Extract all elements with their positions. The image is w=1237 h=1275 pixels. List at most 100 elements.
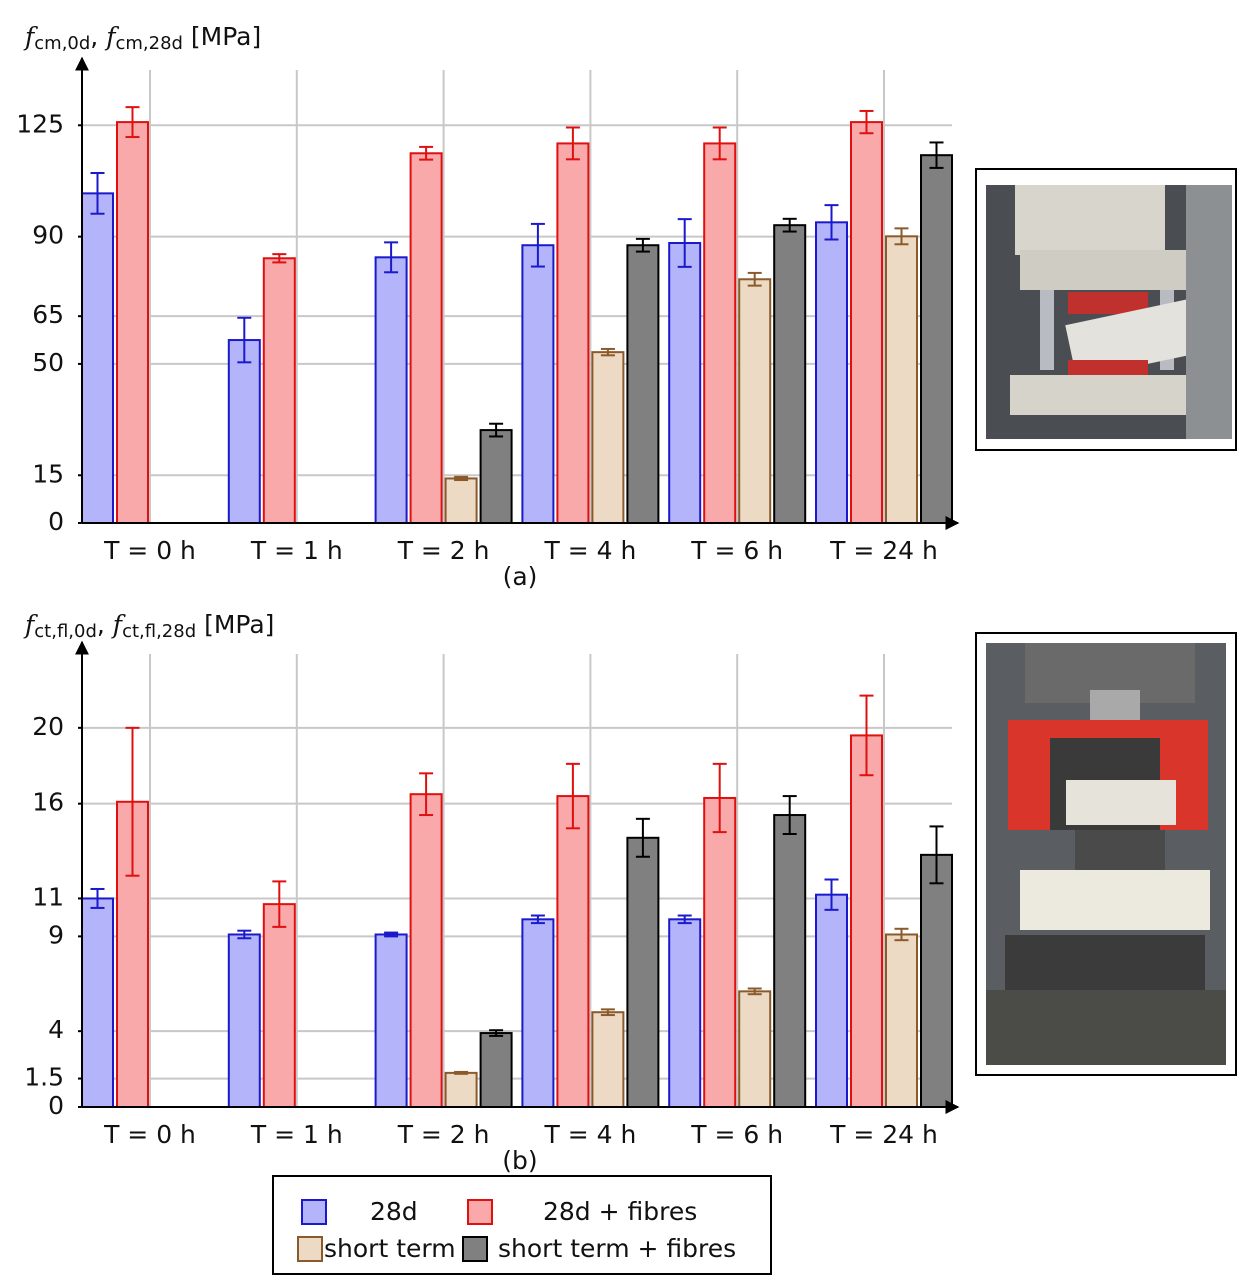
bar xyxy=(668,242,702,524)
bar xyxy=(444,477,478,525)
bar xyxy=(479,1032,513,1108)
error-bar xyxy=(859,694,874,777)
y-tick-label: 11 xyxy=(32,882,64,911)
error-bar xyxy=(419,145,434,161)
error-bar xyxy=(125,726,140,877)
error-bar xyxy=(530,914,545,925)
bar xyxy=(703,142,737,524)
bar xyxy=(81,897,114,1108)
error-bar xyxy=(237,316,252,364)
error-bar xyxy=(635,817,650,858)
y-tick-label: 50 xyxy=(32,348,64,377)
x-tick-label: T = 24 h xyxy=(829,1120,938,1149)
x-tick-label: T = 4 h xyxy=(543,1120,636,1149)
error-bar xyxy=(824,204,839,241)
error-bar xyxy=(747,987,762,996)
bar xyxy=(374,256,408,524)
error-bar xyxy=(782,217,797,233)
label-part: f xyxy=(104,22,119,51)
bar xyxy=(773,224,807,524)
error-bar xyxy=(677,914,692,925)
bar xyxy=(444,1071,478,1108)
y-tick-label: 15 xyxy=(32,459,64,488)
error-bar xyxy=(125,106,140,139)
bar xyxy=(81,192,114,524)
legend-swatch xyxy=(297,1236,323,1262)
label-part: f xyxy=(111,610,126,639)
label-part: f xyxy=(23,22,38,51)
bar xyxy=(521,918,555,1108)
bar xyxy=(591,1011,625,1108)
bar xyxy=(850,734,883,1109)
legend-box xyxy=(272,1175,772,1275)
bar xyxy=(920,154,953,524)
error-bar xyxy=(237,929,252,940)
label-part: cm,0d xyxy=(34,33,90,54)
error-bar xyxy=(489,422,504,438)
label-part: cm,28d xyxy=(115,33,182,54)
photo-compression-test xyxy=(975,168,1237,451)
bar xyxy=(626,836,660,1109)
error-bar xyxy=(712,126,727,161)
error-bar xyxy=(929,825,944,885)
error-bar xyxy=(600,347,615,357)
y-tick-label: 1.5 xyxy=(24,1063,64,1092)
x-tick-label: T = 6 h xyxy=(690,536,783,565)
bar xyxy=(409,793,443,1108)
error-bar xyxy=(859,109,874,135)
error-bar xyxy=(90,172,105,215)
y-tick-label: 90 xyxy=(32,221,64,250)
y-axis-label: fcm,0d, fcm,28d [MPa] xyxy=(23,22,261,55)
bar xyxy=(556,142,590,524)
error-bar xyxy=(90,887,105,909)
error-bar xyxy=(565,126,580,161)
bar xyxy=(920,853,953,1109)
error-bar xyxy=(530,222,545,268)
error-bar xyxy=(419,772,434,817)
bar xyxy=(521,244,555,525)
bar xyxy=(227,339,261,524)
bar xyxy=(116,121,149,524)
bar xyxy=(227,933,261,1109)
bar xyxy=(885,933,918,1109)
label-part: [MPa] xyxy=(196,610,274,639)
x-tick-label: T = 0 h xyxy=(103,536,196,565)
legend-label: short term xyxy=(324,1234,456,1263)
y-tick-label: 65 xyxy=(32,300,64,329)
error-bar xyxy=(635,237,650,253)
label-part: , xyxy=(97,610,113,639)
legend-label: 28d + fibres xyxy=(543,1197,697,1226)
x-tick-label: T = 0 h xyxy=(103,1120,196,1149)
bar xyxy=(815,221,848,524)
label-part: ct,fl,0d xyxy=(34,621,97,642)
label-part: ct,fl,28d xyxy=(122,621,196,642)
error-bar xyxy=(600,1008,615,1017)
error-bar xyxy=(677,218,692,268)
bar xyxy=(703,796,737,1109)
caption: (a) xyxy=(503,562,538,591)
bar xyxy=(479,429,513,524)
legend-swatch xyxy=(467,1199,493,1225)
bar xyxy=(262,903,296,1108)
error-bar xyxy=(565,762,580,830)
label-part: , xyxy=(90,22,106,51)
bar xyxy=(374,933,408,1109)
bar xyxy=(626,244,660,525)
bar xyxy=(885,235,918,524)
photo-flexural-test xyxy=(975,632,1237,1076)
x-tick-label: T = 1 h xyxy=(250,1120,343,1149)
bar xyxy=(262,257,296,524)
y-axis-label: fct,fl,0d, fct,fl,28d [MPa] xyxy=(23,610,274,643)
error-bar xyxy=(489,1029,504,1037)
y-tick-label: 20 xyxy=(32,712,64,741)
bar xyxy=(409,152,443,524)
legend-label: short term + fibres xyxy=(498,1234,736,1263)
bar xyxy=(773,814,807,1109)
y-tick-label: 16 xyxy=(32,788,64,817)
label-part: f xyxy=(23,610,38,639)
legend-swatch xyxy=(301,1199,327,1225)
y-tick-label: 4 xyxy=(48,1015,64,1044)
bar xyxy=(738,278,772,525)
bar xyxy=(591,351,625,524)
